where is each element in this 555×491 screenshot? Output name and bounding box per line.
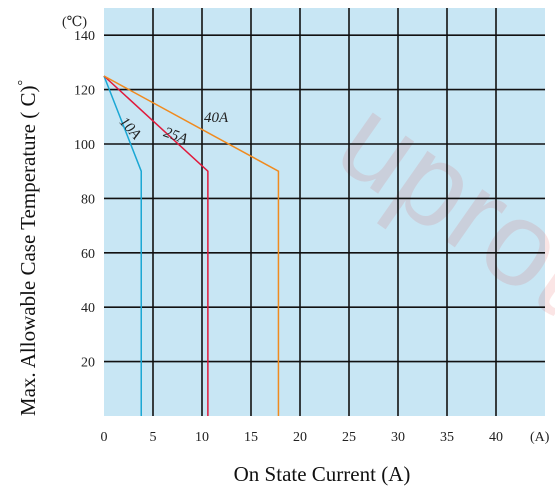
x-tick-label: 40 (489, 430, 503, 445)
y-tick-label: 100 (74, 138, 95, 153)
x-axis-title: On State Current (A) (234, 462, 411, 486)
x-tick-label: 30 (391, 430, 405, 445)
x-tick-label: 20 (293, 430, 307, 445)
y-tick-label: 80 (81, 192, 95, 207)
x-tick-labels: 0 5 10 15 20 25 30 35 40 (101, 430, 504, 445)
y-axis-title: Max. Allowable Case Temperature ( C)° (16, 80, 40, 416)
series-line-25A (103, 75, 209, 416)
series-line-10A (103, 75, 142, 416)
x-tick-label: 25 (342, 430, 356, 445)
y-tick-label: 40 (81, 301, 95, 316)
x-tick-label: 35 (440, 430, 454, 445)
y-tick-label: 20 (81, 356, 95, 371)
y-axis-title-text: Max. Allowable Case Temperature ( C) (16, 86, 40, 417)
y-tick-label: 120 (74, 84, 95, 99)
y-tick-label: 140 (74, 29, 95, 44)
x-tick-label: 5 (150, 430, 157, 445)
y-tick-labels: 20 40 60 80 100 120 140 (74, 29, 95, 370)
x-tick-label: 15 (244, 430, 258, 445)
series-line-40A (103, 75, 280, 416)
y-axis-title-group: Max. Allowable Case Temperature ( C)° (16, 80, 40, 416)
x-tick-label: 10 (195, 430, 209, 445)
y-tick-label: 60 (81, 247, 95, 262)
plot-background (104, 8, 545, 416)
x-unit-label: (A) (530, 430, 550, 445)
y-unit-label: (℃) (62, 15, 87, 30)
series-label-40A: 40A (204, 110, 229, 126)
x-tick-label: 0 (101, 430, 108, 445)
y-axis-degree-sign: ° (16, 80, 31, 86)
series-lines (103, 75, 280, 416)
